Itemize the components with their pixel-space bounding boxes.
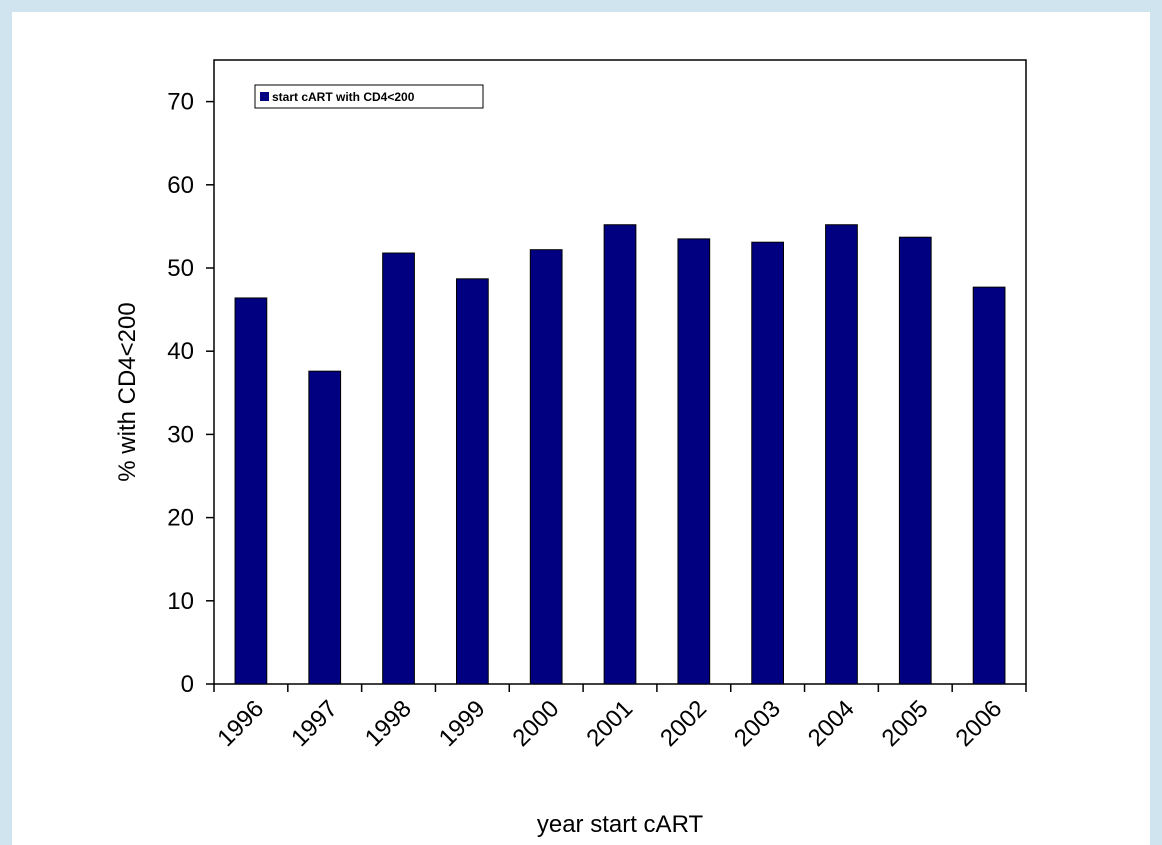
x-axis-label: year start cART xyxy=(537,811,704,838)
legend-swatch xyxy=(260,92,269,101)
bar xyxy=(751,241,785,685)
y-tick-label: 0 xyxy=(181,671,194,698)
bar xyxy=(308,370,342,685)
y-tick-label: 40 xyxy=(167,338,194,365)
x-tick-label: 1999 xyxy=(434,695,491,752)
bar xyxy=(677,238,711,685)
y-tick-label: 10 xyxy=(167,588,194,615)
slide xyxy=(12,12,1150,845)
x-tick-label: 2003 xyxy=(729,695,786,752)
y-tick-label: 60 xyxy=(167,172,194,199)
bar xyxy=(382,252,415,685)
x-tick-label: 2001 xyxy=(581,695,638,752)
bar xyxy=(234,297,268,685)
x-tick-label: 1996 xyxy=(212,695,269,752)
x-tick-label: 1997 xyxy=(286,695,343,752)
y-axis-label: % with CD4<200 xyxy=(114,302,141,481)
x-tick-label: 1998 xyxy=(360,695,417,752)
legend-label: start cART with CD4<200 xyxy=(272,90,415,104)
x-tick-label: 2000 xyxy=(508,695,565,752)
y-tick-label: 50 xyxy=(167,255,194,282)
bar xyxy=(825,224,858,685)
bar xyxy=(603,224,637,685)
bar xyxy=(898,236,932,685)
legend-box xyxy=(254,84,484,109)
bar xyxy=(972,286,1006,685)
x-tick-label: 2006 xyxy=(950,695,1007,752)
bar xyxy=(529,249,563,685)
x-tick-label: 2004 xyxy=(803,695,860,752)
y-tick-label: 30 xyxy=(167,421,194,448)
x-tick-label: 2002 xyxy=(655,695,712,752)
y-tick-label: 20 xyxy=(167,505,194,532)
x-tick-label: 2005 xyxy=(877,695,934,752)
bar xyxy=(455,278,489,685)
y-tick-label: 70 xyxy=(167,89,194,116)
